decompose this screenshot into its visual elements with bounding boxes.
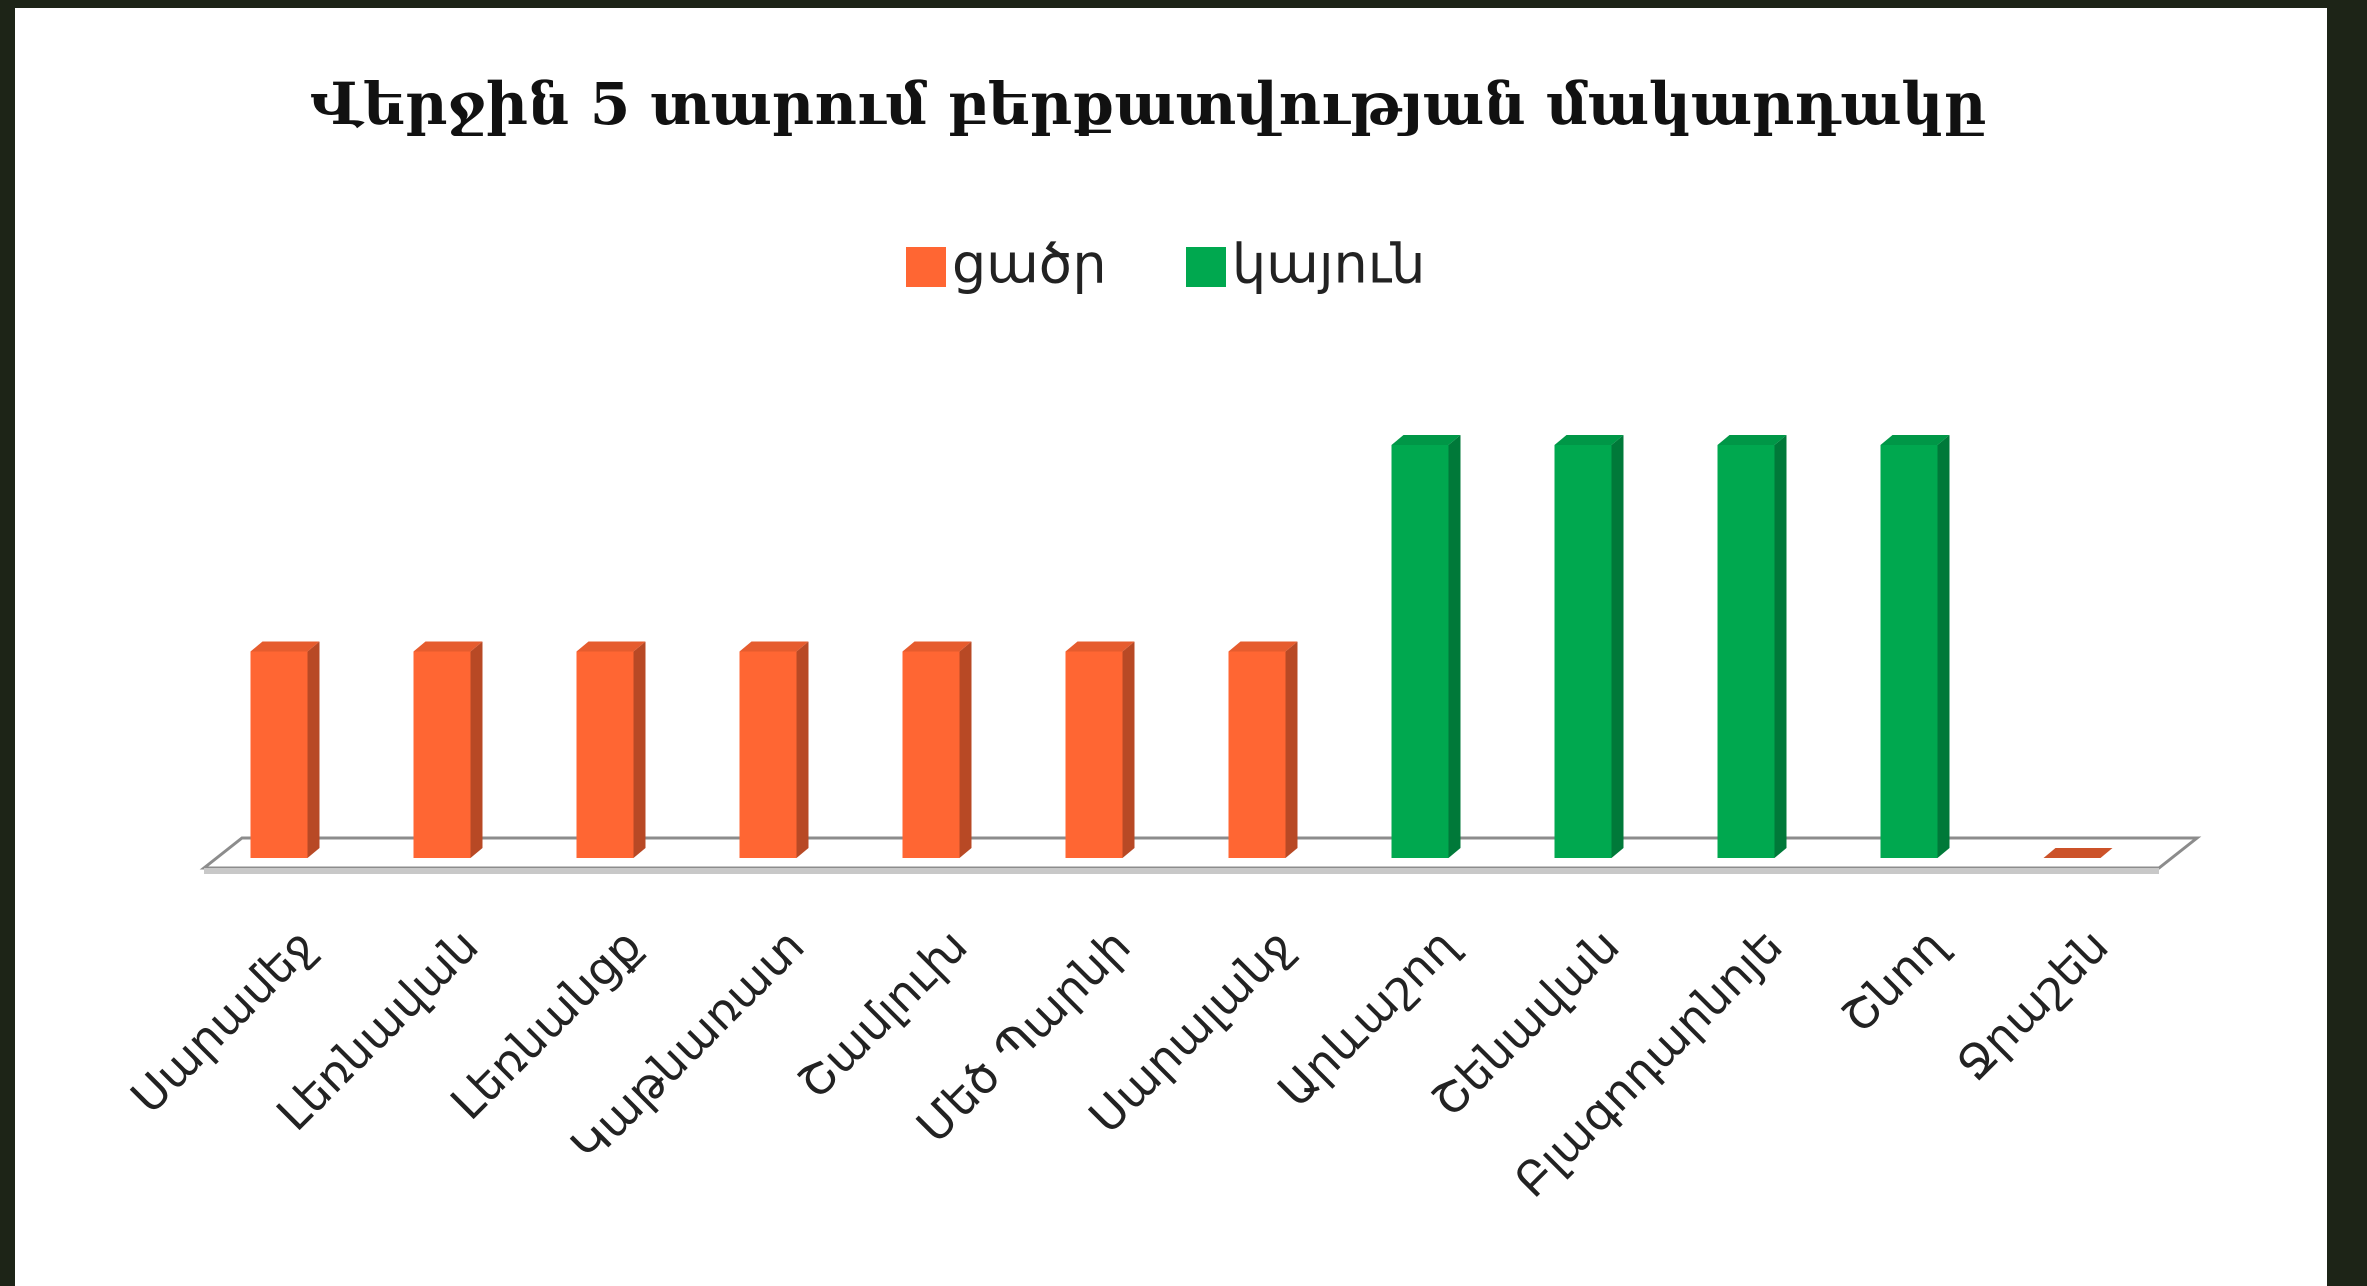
bar	[1880, 445, 1938, 858]
bar	[576, 651, 634, 858]
bar	[1554, 445, 1612, 858]
bar-side	[1937, 435, 1950, 858]
bar-group	[1880, 435, 1950, 858]
bar	[1065, 651, 1123, 858]
bar-group	[2043, 848, 2113, 858]
bar-group	[576, 641, 646, 858]
bar-side	[1285, 641, 1298, 858]
bar	[1228, 651, 1286, 858]
bar-side	[470, 641, 483, 858]
legend-label: կայուն	[1232, 233, 1425, 296]
bar-top	[576, 641, 646, 652]
bar	[250, 651, 308, 858]
bar	[1717, 445, 1775, 858]
bar-side	[1122, 641, 1135, 858]
bar-top	[1717, 435, 1787, 445]
bar-side	[796, 641, 809, 858]
bar-side	[633, 641, 646, 858]
bar-top	[739, 641, 809, 652]
bar-top	[1228, 641, 1298, 652]
bar	[413, 651, 471, 858]
bar-group	[1554, 435, 1624, 858]
bar-side	[1448, 435, 1461, 858]
chart-panel	[15, 8, 2327, 1286]
bar	[1391, 445, 1449, 858]
bar-side	[307, 641, 320, 858]
bar-top	[250, 641, 320, 652]
bar-top	[1065, 641, 1135, 652]
bar-group	[902, 641, 972, 858]
floor-edge	[204, 868, 2159, 874]
bar-top	[2043, 848, 2113, 858]
legend-swatch	[1186, 247, 1226, 287]
bar-side	[1774, 435, 1787, 858]
bar	[739, 651, 797, 858]
chart-title: Վերջին 5 տարում բերքատվության մակարդակը	[310, 70, 1986, 138]
bar	[902, 651, 960, 858]
bar-group	[739, 641, 809, 858]
legend-swatch	[906, 247, 946, 287]
bar-top	[413, 641, 483, 652]
bar-group	[1228, 641, 1298, 858]
bar-top	[902, 641, 972, 652]
bar-group	[1391, 435, 1461, 858]
bar-group	[1065, 641, 1135, 858]
bar-side	[959, 641, 972, 858]
bar-group	[413, 641, 483, 858]
bar-group	[250, 641, 320, 858]
legend-label: ցածր	[952, 233, 1107, 296]
bar-group	[1717, 435, 1787, 858]
bar-top	[1391, 435, 1461, 445]
bar-side	[1611, 435, 1624, 858]
bar-top	[1880, 435, 1950, 445]
bar-top	[1554, 435, 1624, 445]
